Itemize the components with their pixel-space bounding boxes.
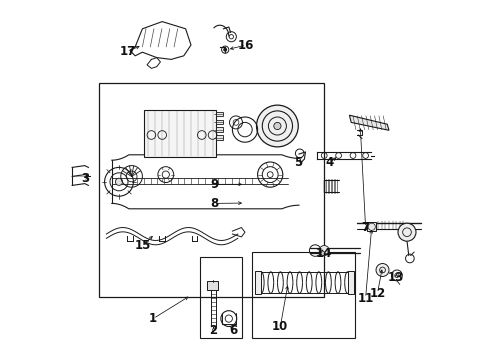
Bar	[347, 271, 354, 294]
Text: 2: 2	[210, 324, 218, 337]
Bar	[200, 257, 242, 338]
Text: 11: 11	[358, 292, 374, 305]
Text: 9: 9	[210, 178, 219, 191]
Text: 7: 7	[362, 221, 369, 234]
Circle shape	[257, 105, 298, 147]
Text: 13: 13	[388, 271, 404, 284]
Circle shape	[319, 246, 329, 256]
Bar	[216, 135, 222, 140]
Text: 6: 6	[229, 324, 238, 337]
Bar	[252, 252, 355, 338]
Circle shape	[274, 122, 281, 130]
Text: 14: 14	[315, 247, 332, 260]
Text: 8: 8	[210, 197, 219, 210]
Text: 3: 3	[81, 172, 89, 185]
Bar	[216, 127, 222, 132]
Text: 17: 17	[120, 45, 136, 58]
Bar	[216, 120, 222, 124]
Bar	[368, 222, 376, 231]
Text: 15: 15	[134, 239, 150, 252]
Bar	[144, 110, 216, 157]
Circle shape	[376, 264, 389, 276]
Circle shape	[395, 273, 399, 278]
Polygon shape	[349, 115, 389, 130]
Circle shape	[224, 48, 227, 51]
Text: 1: 1	[149, 312, 157, 325]
Bar	[255, 271, 261, 294]
Circle shape	[398, 223, 416, 241]
Bar	[207, 281, 218, 290]
Text: 16: 16	[238, 39, 254, 51]
Text: 10: 10	[272, 320, 289, 333]
Bar	[99, 83, 324, 297]
Circle shape	[116, 178, 122, 185]
Text: 4: 4	[325, 156, 334, 169]
Bar	[216, 112, 222, 116]
Text: 12: 12	[369, 287, 386, 300]
Text: 5: 5	[294, 156, 302, 169]
